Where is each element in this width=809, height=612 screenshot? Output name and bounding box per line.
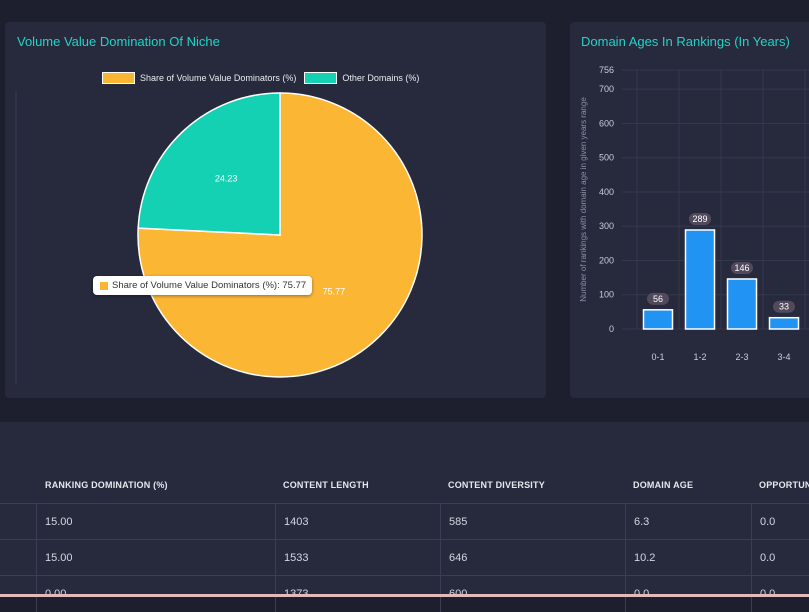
bar-3-4[interactable] (768, 316, 800, 330)
pie-slice-label-1: 24.23 (215, 173, 238, 183)
cell-content-length: 1403 (275, 504, 441, 540)
cell-ranking-domination: 15.00 (36, 540, 282, 576)
header-content-diversity[interactable]: CONTENT DIVERSITY (448, 480, 545, 490)
legend-item-other[interactable]: Other Domains (%) (304, 72, 419, 84)
bar-value-label: 56 (653, 294, 663, 304)
x-tick-label: 0-1 (651, 352, 664, 362)
cell-domain-age: 6.3 (625, 504, 752, 540)
legend-label-other: Other Domains (%) (342, 73, 420, 83)
bar-value-badge (647, 292, 669, 305)
tooltip-swatch (99, 280, 109, 291)
tooltip-text: Share of Volume Value Dominators (%): 75… (112, 280, 307, 291)
pie-slice-label-0: 75.77 (323, 287, 346, 297)
bar-value-badge (773, 300, 795, 313)
x-tick-label: 1-2 (693, 352, 706, 362)
cell-opportunity: 0.0 (751, 540, 809, 576)
bar-chart-title: Domain Ages In Rankings (In Years) (581, 34, 790, 49)
pie-tooltip: Share of Volume Value Dominators (%): 75… (93, 276, 313, 295)
cell-content-diversity: 585 (440, 504, 626, 540)
y-tick-label: 600 (599, 118, 614, 128)
header-content-length[interactable]: CONTENT LENGTH (283, 480, 369, 490)
pie-chart-card: Volume Value Domination Of Niche 75.77 24… (5, 22, 546, 398)
header-domain-age[interactable]: DOMAIN AGE (633, 480, 694, 490)
y-tick-label: 100 (599, 290, 614, 300)
header-opportunity[interactable]: OPPORTUN (759, 480, 809, 490)
y-tick-label: 700 (599, 84, 614, 94)
y-tick-label: 400 (599, 187, 614, 197)
cell-opportunity: 0.0 (751, 504, 809, 540)
bar-value-label: 146 (734, 263, 749, 273)
y-tick-label: 200 (599, 255, 614, 265)
table-row[interactable]: 15.00 1403 585 6.3 0.0 (0, 503, 809, 540)
pie-chart-title: Volume Value Domination Of Niche (17, 34, 220, 49)
bar-value-label: 289 (692, 214, 707, 224)
bar-chart: 0 100 200 300 400 500 600 700 756 Number of ranki… (579, 65, 809, 362)
cell-content-diversity: 646 (440, 540, 626, 576)
x-tick-label: 2-3 (735, 352, 748, 362)
y-axis-label: Number of rankings with domain age in gi… (579, 97, 588, 302)
pie-slice-1[interactable] (137, 92, 281, 236)
table-row[interactable]: 15.00 1533 646 10.2 0.0 (0, 539, 809, 576)
legend-item-dominators[interactable]: Share of Volume Value Dominators (%) (102, 72, 296, 84)
y-tick-label: 756 (599, 65, 614, 75)
header-ranking-domination[interactable]: RANKING DOMINATION (%) (45, 480, 168, 490)
y-tick-label: 300 (599, 221, 614, 231)
bar-value-badge (689, 212, 711, 225)
legend-label-dominators: Share of Volume Value Dominators (%) (140, 73, 297, 83)
bar-value-label: 33 (779, 302, 789, 312)
data-table: RANKING DOMINATION (%) CONTENT LENGTH CO… (0, 422, 809, 612)
y-tick-label: 0 (609, 324, 614, 334)
bar-chart-card: Domain Ages In Rankings (In Years) 0 100 2… (570, 22, 809, 398)
bottom-strip (0, 594, 809, 597)
legend-swatch-dominators (102, 72, 135, 84)
pie-legend: Share of Volume Value Dominators (%) Oth… (102, 72, 427, 84)
bar-0-1[interactable] (642, 309, 674, 330)
bar-value-badge (731, 261, 753, 274)
bar-1-2[interactable] (684, 229, 716, 330)
y-tick-label: 500 (599, 153, 614, 163)
bar-2-3[interactable] (726, 278, 758, 330)
cell-ranking-domination: 15.00 (36, 504, 282, 540)
legend-swatch-other (304, 72, 338, 84)
x-tick-label: 3-4 (777, 352, 790, 362)
cell-content-length: 1533 (275, 540, 441, 576)
cell-domain-age: 10.2 (625, 540, 752, 576)
pie-chart: 75.77 24.23 (15, 92, 423, 384)
